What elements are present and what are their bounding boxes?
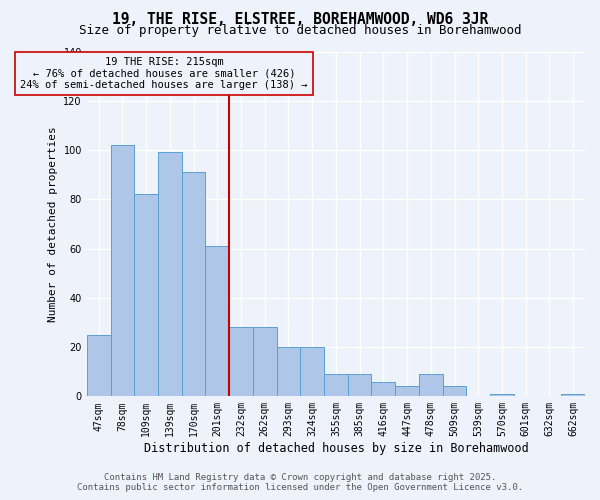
Bar bbox=[87, 335, 110, 396]
Bar bbox=[490, 394, 514, 396]
Y-axis label: Number of detached properties: Number of detached properties bbox=[48, 126, 58, 322]
Bar bbox=[110, 145, 134, 397]
Text: Size of property relative to detached houses in Borehamwood: Size of property relative to detached ho… bbox=[79, 24, 521, 37]
Bar bbox=[277, 347, 301, 397]
Bar bbox=[324, 374, 348, 396]
Bar bbox=[395, 386, 419, 396]
Bar bbox=[561, 394, 585, 396]
Text: Contains HM Land Registry data © Crown copyright and database right 2025.
Contai: Contains HM Land Registry data © Crown c… bbox=[77, 473, 523, 492]
Bar bbox=[419, 374, 443, 396]
Bar bbox=[371, 382, 395, 396]
Bar bbox=[134, 194, 158, 396]
Text: 19, THE RISE, ELSTREE, BOREHAMWOOD, WD6 3JR: 19, THE RISE, ELSTREE, BOREHAMWOOD, WD6 … bbox=[112, 12, 488, 28]
Bar bbox=[229, 328, 253, 396]
Bar bbox=[158, 152, 182, 396]
Bar bbox=[443, 386, 466, 396]
Bar bbox=[348, 374, 371, 396]
Bar bbox=[182, 172, 205, 396]
Bar bbox=[253, 328, 277, 396]
Bar bbox=[301, 347, 324, 397]
X-axis label: Distribution of detached houses by size in Borehamwood: Distribution of detached houses by size … bbox=[143, 442, 528, 455]
Text: 19 THE RISE: 215sqm
← 76% of detached houses are smaller (426)
24% of semi-detac: 19 THE RISE: 215sqm ← 76% of detached ho… bbox=[20, 57, 308, 90]
Bar bbox=[205, 246, 229, 396]
